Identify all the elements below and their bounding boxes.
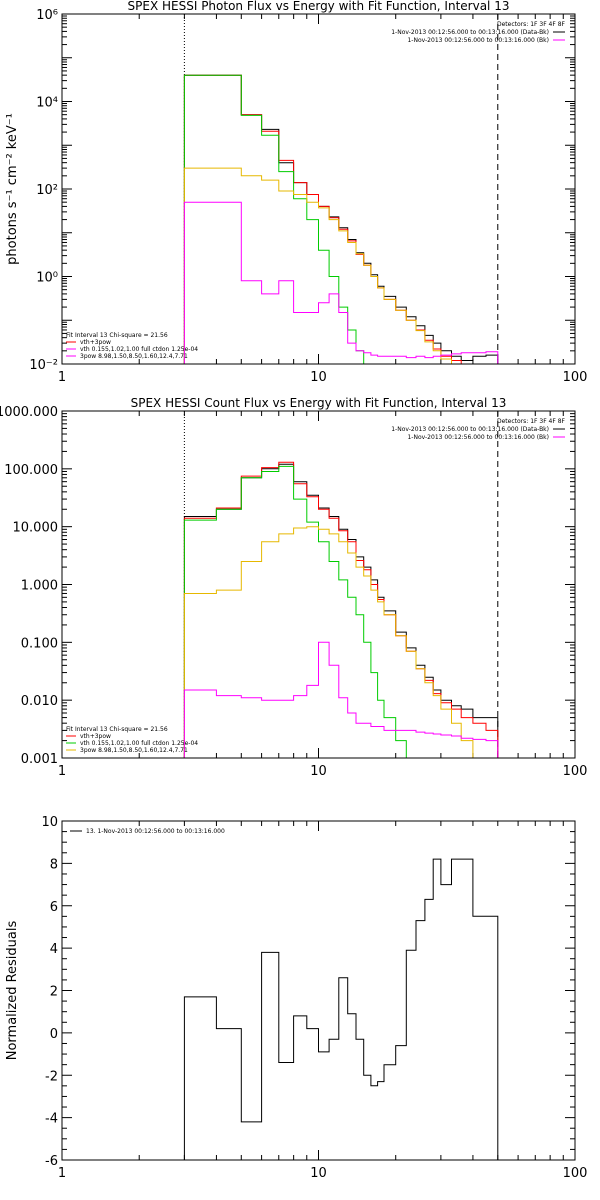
fit-legend-entry: 3pow 8.98,1.50,8.50,1.60,12.4,7.71 — [80, 353, 188, 360]
x-tick-label: 100 — [563, 764, 588, 779]
y-tick-label: -2 — [45, 1069, 58, 1084]
legend-entry: 1-Nov-2013 00:12:56.000 to 00:13:16.000 … — [391, 426, 549, 433]
series-magenta-line — [183, 201, 499, 364]
y-tick-label: 0.001 — [21, 752, 58, 767]
series-red-line — [183, 461, 499, 758]
chart-panel-3: Normalized Residuals 1 10 100 -6 -4 -2 0 2 4 6 8 10 1… — [5, 815, 588, 1181]
x-tick-label: 10 — [310, 764, 327, 779]
plot-frame — [61, 820, 576, 1161]
y-tick-label: 10⁴ — [36, 96, 58, 111]
plot-frame — [61, 410, 576, 759]
x-tick-label: 10 — [310, 370, 327, 385]
chart-title: SPEX HESSI Photon Flux vs Energy with Fi… — [128, 0, 510, 13]
series-black-line — [183, 858, 499, 1160]
y-tick-label: 10.000 — [13, 521, 59, 536]
series-group — [183, 461, 499, 758]
fit-legend-entry: 3pow 8.98,1.50,8.50,1.60,12.4,7.71 — [80, 747, 188, 754]
y-tick-label: 6 — [50, 900, 58, 915]
fit-legend-heading: Fit Interval 13 Chi-square = 21.56 — [66, 726, 168, 733]
fit-legend-entry: vth 0.155,1.02,1.00 full ctdon 1.25e-04 — [80, 346, 198, 353]
y-tick-label: -4 — [45, 1112, 58, 1127]
legend-entry: 1-Nov-2013 00:12:56.000 to 00:13:16.000 … — [407, 37, 549, 44]
series-green-line — [183, 74, 365, 364]
y-axis-label: photons s⁻¹ cm⁻² keV⁻¹ — [5, 113, 20, 265]
y-tick-label: 2 — [50, 985, 58, 1000]
fit-legend-heading: Fit Interval 13 Chi-square = 21.56 — [66, 332, 168, 339]
y-tick-label: 0.100 — [21, 636, 58, 651]
series-red-line — [183, 74, 474, 364]
y-tick-label: 10⁻² — [29, 358, 58, 373]
series-green-line — [183, 465, 407, 758]
y-tick-label: 0.010 — [21, 694, 58, 709]
fit-legend-entry: vth 0.155,1.02,1.00 full ctdon 1.25e-04 — [80, 740, 198, 747]
chart-panel-2: SPEX HESSI Count Flux vs Energy with Fit… — [0, 396, 588, 779]
y-tick-label: 10⁰ — [36, 271, 58, 286]
x-tick-label: 1 — [58, 764, 66, 779]
fit-legend-entry: vth+3pow — [80, 733, 111, 740]
legend-entry: 1-Nov-2013 00:12:56.000 to 00:13:16.000 … — [391, 29, 549, 36]
y-tick-label: -6 — [45, 1154, 58, 1169]
y-tick-label: 0 — [50, 1027, 58, 1042]
series-black-line — [183, 463, 499, 758]
x-tick-label: 1 — [58, 370, 66, 385]
y-tick-label: 1000.000 — [0, 405, 58, 420]
y-tick-label: 10² — [36, 183, 58, 198]
legend-heading: Detectors: 1F 3F 4F 8F — [497, 21, 566, 28]
series-magenta-line — [183, 641, 499, 758]
series-black-line — [183, 74, 499, 364]
fit-legend-entry: vth+3pow — [80, 339, 111, 346]
series-group — [183, 858, 499, 1160]
y-axis-label: Normalized Residuals — [5, 921, 20, 1061]
y-tick-label: 10 — [41, 815, 58, 830]
y-tick-label: 100.000 — [4, 463, 58, 478]
series-yellow-line — [183, 167, 452, 364]
y-tick-label: 8 — [50, 857, 58, 872]
legend-heading: Detectors: 1F 3F 4F 8F — [497, 418, 566, 425]
y-tick-label: 4 — [50, 942, 58, 957]
x-tick-label: 100 — [563, 370, 588, 385]
x-tick-label: 100 — [563, 1166, 588, 1181]
y-tick-label: 1.000 — [21, 579, 58, 594]
x-tick-label: 1 — [58, 1166, 66, 1181]
x-tick-label: 10 — [310, 1166, 327, 1181]
series-group — [183, 74, 499, 364]
plot-frame — [61, 13, 576, 365]
chart-panel-1: SPEX HESSI Photon Flux vs Energy with Fi… — [5, 0, 588, 385]
chart-title: SPEX HESSI Count Flux vs Energy with Fit… — [131, 396, 507, 410]
legend-entry: 1-Nov-2013 00:12:56.000 to 00:13:16.000 … — [407, 434, 549, 441]
series-yellow-line — [183, 526, 474, 758]
legend-entry: 13. 1-Nov-2013 00:12:56.000 to 00:13:16.… — [86, 828, 225, 835]
y-tick-label: 10⁶ — [36, 8, 58, 23]
